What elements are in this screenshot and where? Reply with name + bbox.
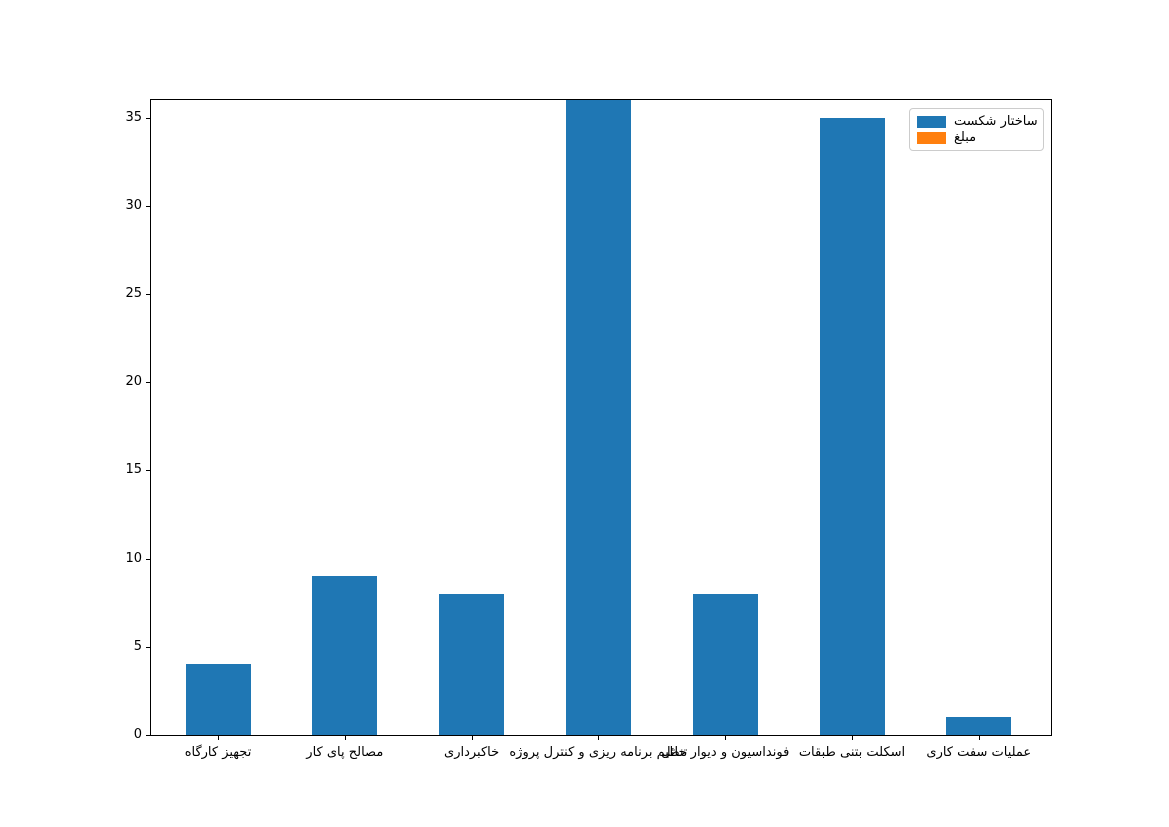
x-tick-mark	[471, 736, 473, 740]
legend-color-patch	[917, 131, 946, 144]
plot-area	[150, 99, 1052, 736]
legend: ساختار شکست مبلغ	[909, 108, 1044, 151]
legend-entry: ساختار شکست	[917, 114, 1038, 129]
y-tick-label: 0	[133, 727, 142, 742]
y-tick-label: 25	[125, 286, 142, 302]
bar	[439, 593, 505, 735]
y-tick-label: 15	[125, 462, 142, 478]
y-tick-label: 10	[125, 550, 142, 566]
y-tick-mark	[146, 382, 150, 384]
y-tick-label: 20	[125, 374, 142, 390]
x-tick-label: تجهیز کارگاه	[184, 745, 252, 760]
bar	[819, 117, 885, 735]
x-tick-mark	[344, 736, 346, 740]
legend-label: مبلغ	[954, 130, 977, 145]
x-tick-label: تنظیم برنامه ریزی و کنترل پروژه	[509, 745, 688, 760]
y-tick-mark	[146, 205, 150, 207]
legend-color-patch	[917, 115, 946, 128]
y-tick-mark	[146, 117, 150, 119]
x-tick-mark	[598, 736, 600, 740]
y-tick-mark	[146, 470, 150, 472]
bar	[185, 664, 251, 735]
y-tick-mark	[146, 294, 150, 296]
bar	[565, 100, 631, 735]
bar	[946, 717, 1012, 735]
x-tick-label: مصالح پای کار	[306, 745, 384, 760]
y-tick-mark	[146, 558, 150, 560]
x-tick-label: فونداسیون و دیوار حائل	[661, 745, 790, 760]
x-tick-mark	[218, 736, 219, 740]
y-tick-mark	[146, 646, 150, 648]
x-tick-mark	[852, 736, 853, 740]
x-tick-mark	[725, 736, 727, 740]
x-tick-mark	[978, 736, 980, 740]
legend-entry: مبلغ	[917, 130, 1036, 145]
x-tick-label: خاکبرداری	[444, 745, 500, 760]
bar	[692, 593, 758, 735]
x-tick-label: اسکلت بتنی طبقات	[798, 745, 906, 760]
y-tick-label: 35	[125, 109, 142, 125]
y-tick-label: 5	[133, 638, 142, 654]
y-tick-label: 30	[125, 197, 142, 213]
y-tick-mark	[146, 735, 150, 736]
bar	[312, 576, 378, 735]
x-tick-label: عملیات سفت کاری	[926, 745, 1032, 760]
legend-label: ساختار شکست	[954, 114, 1038, 129]
